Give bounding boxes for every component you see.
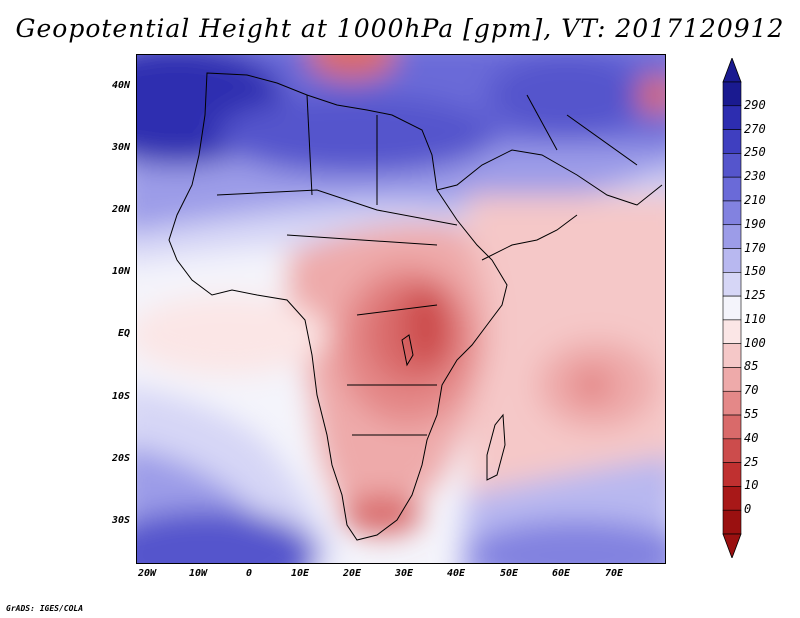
- height-field: [137, 55, 665, 563]
- coastlines: [168, 72, 663, 541]
- colorbar-level-label: 85: [744, 359, 759, 374]
- colorbar-swatch: [722, 319, 742, 344]
- x-tick-label: 30E: [394, 568, 414, 579]
- colorbar-swatch: [722, 105, 742, 130]
- colorbar-swatch: [722, 414, 742, 440]
- y-tick-label: 10N: [111, 266, 130, 277]
- colorbar-swatch: [722, 153, 742, 178]
- colorbar-level-label: 230: [744, 169, 766, 184]
- map-svg: [137, 55, 665, 563]
- colorbar-level-label: 270: [744, 121, 766, 136]
- x-tick-label: 0: [245, 568, 253, 579]
- colorbar-level-label: 210: [744, 192, 766, 207]
- colorbar-swatch: [722, 176, 742, 202]
- colorbar-bottom-arrow: [722, 533, 742, 558]
- colorbar-swatch: [722, 129, 742, 154]
- colorbar-swatch: [722, 200, 742, 226]
- x-tick-label: 10E: [290, 568, 310, 579]
- colorbar-level-label: 55: [744, 407, 759, 422]
- y-tick-label: EQ: [117, 328, 130, 339]
- x-tick-label: 40E: [446, 568, 466, 579]
- colorbar-level-label: 150: [744, 264, 766, 279]
- colorbar-level-label: 190: [744, 216, 766, 231]
- colorbar-swatch: [722, 486, 742, 511]
- y-tick-label: 10S: [111, 391, 130, 402]
- colorbar-level-label: 290: [744, 97, 766, 112]
- colorbar-level-label: 110: [744, 311, 766, 326]
- colorbar-swatch: [722, 438, 742, 463]
- colorbar-swatch: [722, 462, 742, 487]
- colorbar-level-label: 100: [744, 335, 766, 350]
- colorbar-swatch: [722, 81, 742, 107]
- y-tick-label: 20S: [111, 453, 130, 464]
- colorbar-swatch: [722, 272, 742, 297]
- colorbar-swatch: [722, 343, 742, 368]
- colorbar-swatch: [722, 248, 742, 273]
- y-tick-label: 40N: [111, 80, 130, 91]
- colorbar-swatch: [722, 367, 742, 392]
- colorbar-level-label: 25: [744, 454, 759, 469]
- y-tick-label: 20N: [111, 204, 130, 215]
- x-tick-label: 50E: [499, 568, 519, 579]
- colorbar-swatch: [722, 224, 742, 249]
- y-tick-label: 30S: [111, 515, 130, 526]
- map-plot-area: [136, 54, 666, 564]
- colorbar-level-label: 40: [744, 430, 759, 445]
- colorbar-swatch: [722, 390, 742, 416]
- map-title: Geopotential Height at 1000hPa [gpm], VT…: [15, 14, 785, 43]
- colorbar-level-label: 170: [744, 240, 766, 255]
- colorbar-swatch: [722, 509, 742, 535]
- x-tick-label: 20W: [137, 568, 157, 579]
- x-tick-label: 60E: [551, 568, 571, 579]
- colorbar-level-label: 0: [744, 502, 752, 517]
- y-tick-label: 30N: [111, 142, 130, 153]
- x-tick-label: 10W: [188, 568, 208, 579]
- credit-text: GrADS: IGES/COLA: [6, 604, 84, 613]
- x-tick-label: 70E: [604, 568, 624, 579]
- colorbar: [722, 58, 742, 558]
- colorbar-level-label: 125: [744, 288, 766, 303]
- colorbar-level-label: 250: [744, 145, 766, 160]
- colorbar-level-label: 10: [744, 478, 759, 493]
- colorbar-top-arrow: [722, 58, 742, 83]
- x-tick-label: 20E: [342, 568, 362, 579]
- colorbar-swatch: [722, 295, 742, 321]
- colorbar-level-label: 70: [744, 383, 759, 398]
